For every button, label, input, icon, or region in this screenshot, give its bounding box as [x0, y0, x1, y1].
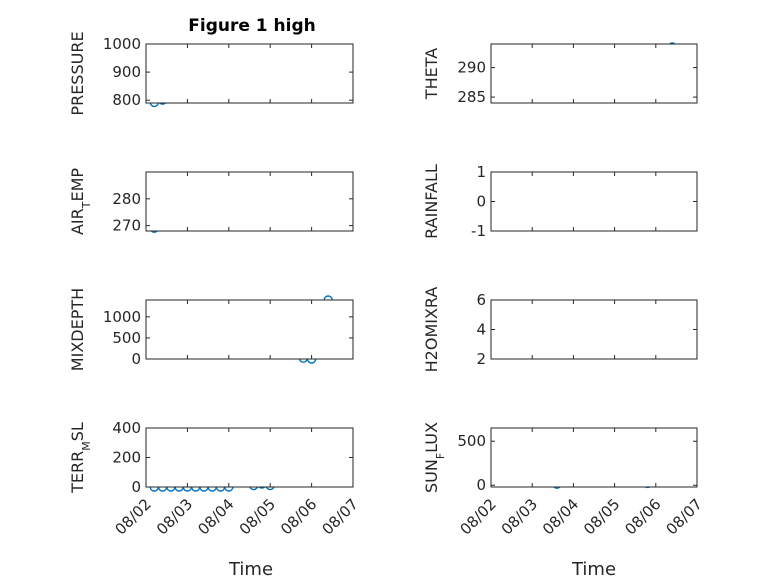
axes-frame [490, 299, 698, 360]
y-axis-label: MIXDEPTH [68, 288, 87, 371]
x-axis-label-left: Time [228, 559, 273, 580]
x-tick-label: 08/06 [621, 495, 664, 538]
axes-frame [145, 427, 354, 488]
x-tick-label: 08/04 [539, 495, 582, 538]
x-tick-label: 08/02 [457, 495, 500, 538]
axes-pressure: 800 900 1000 PRESSURE [68, 31, 354, 116]
axes-frame [145, 43, 354, 104]
y-tick-label: 1000 [103, 35, 141, 53]
y-tick-label: 800 [112, 91, 141, 109]
y-tick-label: 290 [457, 59, 486, 77]
y-axis-label: RAINFALL [422, 164, 441, 239]
y-tick-label: 4 [476, 321, 486, 339]
y-tick-label: 0 [476, 193, 486, 211]
y-tick-label: 1 [476, 163, 486, 181]
x-axis-label-right: Time [571, 559, 616, 580]
x-tick-label: 08/03 [153, 495, 196, 538]
x-tick-label: 08/07 [319, 495, 362, 538]
y-axis-label: THETA [422, 48, 441, 100]
axes-mixdepth: 0 500 1000 MIXDEPTH [68, 288, 354, 371]
y-tick-label: 285 [457, 88, 486, 106]
axes-h2omixra: 2 4 6 H2OMIXRA [422, 287, 698, 373]
y-tick-label: 0 [131, 350, 141, 368]
axes-rainfall: -1 0 1 RAINFALL [422, 163, 698, 240]
y-axis-label: TERRMSL [68, 422, 93, 494]
y-tick-label: 1000 [103, 308, 141, 326]
x-tick-label: 08/07 [663, 495, 706, 538]
y-tick-label: 200 [112, 449, 141, 467]
axes-theta: 285 290 THETA [422, 42, 698, 106]
y-tick-label: 400 [112, 419, 141, 437]
x-tick-label: 08/05 [236, 495, 279, 538]
x-tick-label: 08/02 [112, 495, 155, 538]
y-tick-label: 500 [112, 329, 141, 347]
x-tick-label: 08/04 [194, 495, 237, 538]
y-axis-label: AIRTEMP [68, 168, 93, 235]
axes-frame [490, 427, 698, 488]
y-tick-label: 500 [457, 432, 486, 450]
y-tick-label: 270 [112, 217, 141, 235]
axes-frame [145, 299, 354, 360]
chart-title: Figure 1 high [188, 16, 316, 36]
y-tick-label: 0 [131, 478, 141, 496]
y-axis-label: SUNFLUX [422, 422, 447, 493]
y-tick-label: 6 [476, 291, 486, 309]
x-tick-label: 08/03 [498, 495, 541, 538]
axes-air_temp: 270 280 AIRTEMP [68, 168, 354, 235]
x-tick-label: 08/05 [580, 495, 623, 538]
y-tick-label: 280 [112, 190, 141, 208]
y-tick-label: -1 [471, 222, 486, 240]
y-tick-label: 900 [112, 63, 141, 81]
axes-frame [145, 171, 354, 232]
y-axis-label: H2OMIXRA [422, 287, 441, 373]
y-tick-label: 0 [476, 476, 486, 494]
axes-frame [490, 43, 698, 104]
y-tick-label: 2 [476, 350, 486, 368]
y-axis-label: PRESSURE [68, 31, 87, 115]
x-tick-label: 08/06 [277, 495, 320, 538]
axes-frame [490, 171, 698, 232]
